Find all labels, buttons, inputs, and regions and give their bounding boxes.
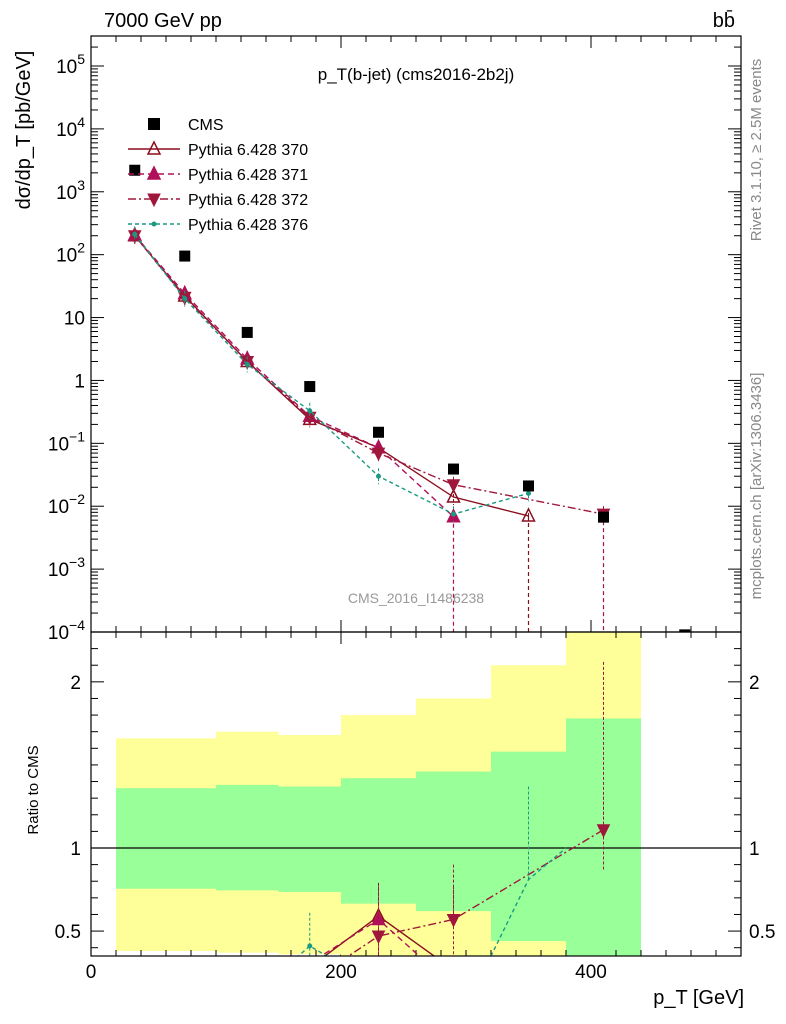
mc-point [446, 479, 461, 493]
data-point [448, 463, 459, 475]
legend-label: CMS [188, 117, 224, 134]
data-point [523, 480, 534, 492]
green-band [116, 788, 216, 889]
data-point [129, 164, 141, 176]
mc-point [146, 165, 162, 180]
main-series [127, 164, 691, 632]
data-point [304, 381, 316, 393]
mc-point [146, 140, 162, 155]
green-band [341, 778, 416, 904]
ratio-tick-label: 2 [70, 673, 81, 694]
data-point [179, 250, 191, 262]
ratio-axes: 0 200 400 0.5 0.5 1 1 2 2 [55, 36, 775, 983]
mc-point [151, 221, 157, 227]
mc-point [132, 231, 138, 237]
data-point [148, 118, 160, 130]
ratio-line [347, 829, 604, 956]
y-axis-label: dσ/dp_T [pb/GeV] [13, 51, 35, 210]
mc-line [134, 233, 529, 515]
ratio-tick-label: 1 [749, 839, 760, 860]
mc-point [376, 473, 381, 479]
x-tick-label: 200 [325, 962, 357, 983]
mc-point [451, 511, 456, 517]
data-point [373, 426, 384, 438]
y-tick-label: 1 [74, 371, 85, 392]
mc-line [134, 235, 604, 515]
x-tick-label: 400 [575, 962, 607, 983]
ratio-line [297, 847, 567, 956]
mc-point [244, 361, 250, 367]
x-axis-label: p_T [GeV] [653, 987, 744, 1009]
legend-label: Pythia 6.428 371 [188, 167, 308, 184]
y-tick-label: 10 [64, 309, 85, 330]
ratio-tick-label: 0.5 [55, 922, 81, 943]
plot-title: p_T(b-jet) (cms2016-2b2j) [318, 65, 515, 84]
y-tick-label: 10−2 [48, 491, 85, 518]
energy-label: 7000 GeV pp [104, 10, 222, 32]
legend-label: Pythia 6.428 372 [188, 192, 308, 209]
mc-point [307, 408, 313, 414]
rivet-label: Rivet 3.1.10, ≥ 2.5M events [748, 59, 765, 242]
green-band [216, 784, 279, 891]
mc-point [371, 930, 386, 945]
data-point [241, 326, 253, 338]
mc-point [147, 193, 161, 208]
y-tick-label: 103 [56, 177, 85, 204]
mc-point [526, 490, 531, 496]
mc-point [446, 488, 461, 503]
y-tick-label: 104 [56, 114, 85, 141]
legend: CMS Pythia 6.428 370 Pythia 6.428 371 Pythi… [128, 117, 308, 234]
mc-point [521, 507, 536, 522]
mc-line [134, 234, 454, 518]
ratio-tick-label: 2 [749, 673, 760, 694]
data-point [679, 629, 691, 632]
data-point [598, 511, 609, 523]
mc-line [134, 235, 529, 517]
y-tick-label: 10−1 [48, 428, 85, 455]
ratio-bands [91, 632, 741, 956]
ratio-axis-label: Ratio to CMS [25, 745, 42, 834]
y-tick-label: 10−3 [48, 554, 85, 581]
y-tick-label: 105 [56, 51, 85, 78]
watermark: CMS_2016_I1486238 [348, 590, 484, 606]
mcplots-label: mcplots.cern.ch [arXiv:1306.3436] [748, 373, 765, 600]
mc-point [371, 447, 386, 462]
ratio-tick-label: 0.5 [749, 922, 775, 943]
ratio-tick-label: 1 [70, 839, 81, 860]
mc-point [446, 913, 461, 928]
ratio-frame [90, 631, 742, 957]
process-label: bb̄ [713, 9, 735, 32]
y-tick-label: 10−4 [48, 617, 85, 644]
legend-label: Pythia 6.428 376 [188, 217, 308, 234]
green-band [491, 751, 566, 942]
green-band [278, 786, 341, 893]
main-axes: 10−4 10−3 10−2 10−1 1 10 102 103 104 105 [48, 35, 741, 956]
x-tick-label: 0 [86, 962, 97, 983]
mc-point [307, 943, 313, 949]
mc-point [182, 296, 188, 302]
ratio-series [297, 661, 611, 956]
legend-label: Pythia 6.428 370 [188, 142, 308, 159]
y-tick-label: 102 [56, 240, 85, 267]
